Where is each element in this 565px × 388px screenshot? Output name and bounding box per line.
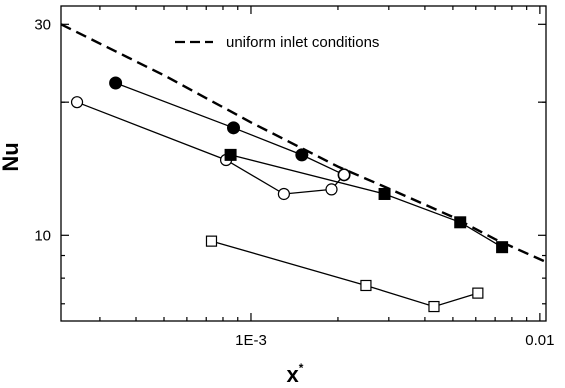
series-layer bbox=[61, 23, 546, 313]
plot-frame bbox=[60, 5, 547, 322]
data-point-open-circle bbox=[325, 183, 338, 196]
series-4 bbox=[205, 235, 484, 313]
axis-tick-labels: 1E-3 0.01 10 30 bbox=[34, 16, 554, 349]
x-axis-title-superscript: * bbox=[299, 361, 304, 375]
series-line bbox=[211, 240, 479, 308]
data-point-open-square bbox=[205, 235, 218, 247]
x-axis-title-main: x bbox=[287, 362, 300, 387]
data-point-open-circle bbox=[70, 96, 84, 109]
data-point-filled-circle bbox=[295, 148, 309, 162]
data-point-open-square bbox=[472, 287, 484, 299]
x-tick-label: 0.01 bbox=[525, 332, 554, 349]
data-point-open-square bbox=[360, 279, 372, 292]
data-point-filled-square bbox=[454, 216, 467, 229]
axis-ticks bbox=[61, 6, 546, 321]
data-point-filled-circle bbox=[227, 121, 241, 135]
series-2 bbox=[70, 96, 351, 201]
data-point-filled-square bbox=[224, 148, 237, 161]
series-line bbox=[115, 82, 345, 176]
series-dashed-line bbox=[61, 23, 546, 264]
data-point-open-circle bbox=[337, 168, 351, 181]
data-point-filled-square bbox=[496, 241, 509, 254]
series-line bbox=[230, 154, 503, 248]
legend-label: uniform inlet conditions bbox=[226, 34, 379, 51]
x-axis-title: x* bbox=[287, 361, 304, 387]
series-3 bbox=[224, 148, 509, 254]
y-axis-title: Nu bbox=[0, 142, 23, 171]
data-point-filled-square bbox=[378, 187, 391, 200]
data-point-open-circle bbox=[277, 187, 290, 201]
y-tick-label: 10 bbox=[34, 227, 51, 244]
legend: uniform inlet conditions bbox=[175, 34, 379, 51]
series-0 bbox=[61, 23, 546, 264]
data-point-filled-circle bbox=[109, 76, 123, 90]
x-tick-label: 1E-3 bbox=[235, 332, 267, 349]
y-tick-label: 30 bbox=[34, 16, 51, 33]
data-point-open-square bbox=[428, 300, 440, 313]
